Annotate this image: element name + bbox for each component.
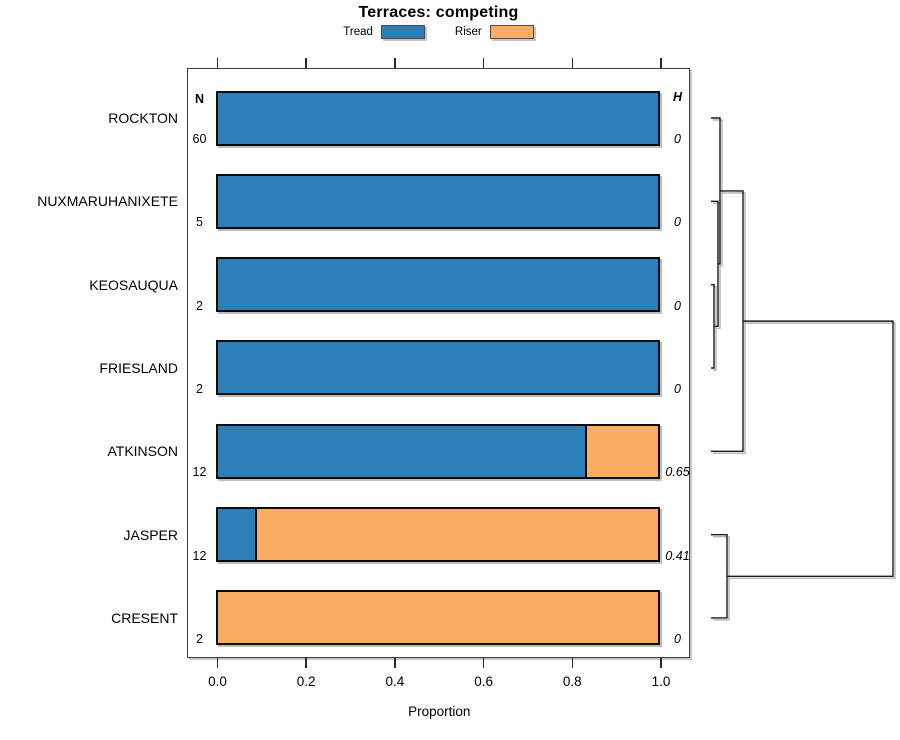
row-label: FRIESLAND	[99, 359, 178, 376]
n-value: 2	[196, 381, 203, 396]
h-value: 0	[674, 132, 681, 146]
axis-tick-label: 1.0	[651, 674, 671, 689]
row-label: JASPER	[123, 526, 178, 543]
dendrogram-branch-shadow	[713, 535, 730, 621]
legend-item-riser: Riser	[455, 25, 534, 39]
dendrogram-branch-shadow	[713, 285, 717, 371]
h-value: 0	[674, 215, 681, 230]
dendrogram-branch	[711, 117, 721, 265]
row-label: NUXMARUHANIXETE	[37, 193, 178, 210]
axis-tick	[305, 58, 307, 68]
dendrogram-branch-shadow	[729, 322, 896, 580]
h-column-header: H	[672, 90, 683, 104]
legend-swatch-tread	[380, 25, 425, 39]
dendrogram-branch-shadow	[713, 192, 746, 455]
chart-title: Terraces: competing	[358, 4, 519, 21]
n-value: 60	[192, 132, 207, 146]
bar-segment-tread	[218, 342, 658, 394]
bar	[216, 423, 660, 479]
axis-tick	[394, 58, 396, 68]
bar-segment-tread	[218, 92, 658, 144]
axis-tick	[482, 58, 485, 68]
axis-tick-label: 0.4	[385, 674, 405, 689]
n-value: 12	[192, 465, 207, 480]
bar	[216, 257, 660, 313]
bar	[216, 507, 660, 563]
axis-tick	[482, 658, 485, 668]
axis-tick	[305, 658, 307, 668]
bar	[216, 340, 660, 396]
axis-tick-label: 0.2	[296, 674, 316, 689]
dendrogram-branch	[711, 283, 715, 369]
h-value: 0.65	[665, 465, 690, 480]
dendrogram-branch	[711, 200, 719, 328]
h-value: 0	[674, 381, 681, 396]
n-value: 2	[196, 298, 203, 313]
axis-tick	[571, 658, 574, 668]
x-axis-label: Proportion	[408, 704, 471, 719]
n-column-header: N	[194, 92, 205, 106]
h-value: 0	[674, 631, 681, 646]
bar-segment-riser	[254, 509, 658, 561]
bar-segment-tread	[218, 509, 255, 561]
legend-label-riser: Riser	[454, 26, 482, 38]
n-value: 5	[196, 215, 203, 230]
n-value: 2	[196, 631, 203, 646]
legend-label-tread: Tread	[343, 26, 373, 38]
axis-tick-label: 0.6	[474, 674, 493, 689]
legend-item-tread: Tread	[343, 25, 425, 39]
axis-tick	[216, 58, 219, 68]
dendrogram-branch-shadow	[713, 202, 721, 330]
dendrogram-branch	[727, 320, 894, 578]
row-label: KEOSAUQUA	[89, 276, 178, 293]
h-value: 0	[674, 298, 681, 313]
bar-segment-tread	[218, 175, 658, 227]
row-label: ATKINSON	[107, 443, 178, 460]
axis-tick	[660, 658, 662, 668]
dendrogram-branch-shadow	[713, 119, 723, 267]
row-label: CRESENT	[111, 609, 178, 626]
row-label: ROCKTON	[108, 110, 178, 126]
n-value: 12	[192, 548, 207, 563]
bar	[216, 173, 660, 229]
axis-tick-label: 0.0	[208, 674, 227, 689]
axis-tick	[571, 58, 574, 68]
bar-segment-riser	[218, 592, 658, 644]
bar-segment-riser	[584, 425, 658, 477]
dendrogram-branch	[711, 190, 744, 453]
legend: Tread Riser	[187, 24, 690, 40]
h-value: 0.41	[665, 548, 690, 563]
bar	[216, 90, 660, 146]
dendrogram-branch	[711, 533, 728, 619]
axis-tick	[216, 658, 219, 668]
bar-segment-tread	[218, 425, 585, 477]
legend-swatch-riser	[489, 25, 534, 39]
bar-segment-tread	[218, 259, 658, 311]
axis-tick-label: 0.8	[562, 674, 582, 689]
bar	[216, 590, 660, 646]
axis-tick	[660, 58, 662, 68]
axis-tick	[394, 658, 396, 668]
